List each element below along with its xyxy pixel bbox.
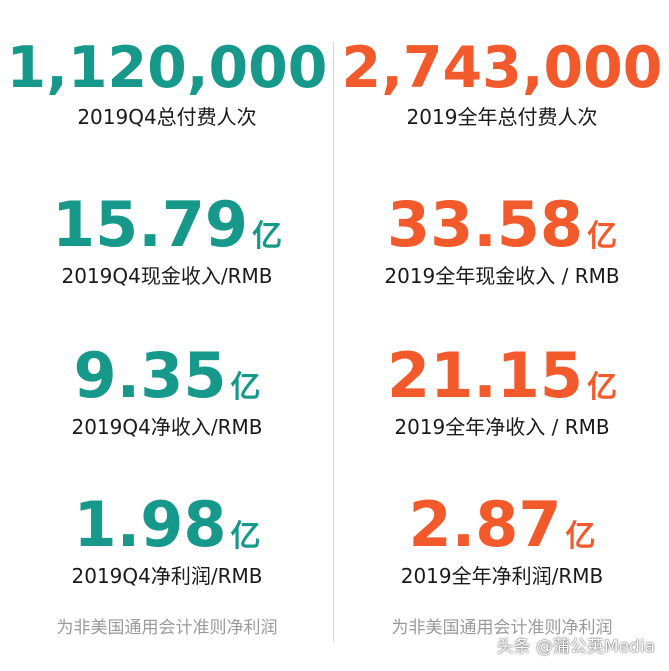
q4-net-profit-label: 2019Q4净利润/RMB <box>71 564 263 588</box>
q4-net-revenue-unit: 亿 <box>230 370 261 405</box>
q4-cash-revenue-value: 15.79 <box>51 188 249 261</box>
q4-cash-revenue-label: 2019Q4现金收入/RMB <box>61 264 273 288</box>
fy-cash-revenue-block: 33.58 亿 2019全年现金收入 / RMB <box>335 194 669 288</box>
right-column-full-year: 2,743,000 2019全年总付费人次 33.58 亿 2019全年现金收入 … <box>335 0 669 671</box>
q4-paying-users-label: 2019Q4总付费人次 <box>77 105 257 129</box>
fy-cash-revenue-label: 2019全年现金收入 / RMB <box>384 264 620 288</box>
q4-net-profit-value: 1.98 <box>73 488 227 561</box>
fy-cash-revenue-value: 33.58 <box>386 188 584 261</box>
fy-net-profit-label: 2019全年净利润/RMB <box>400 564 604 588</box>
fy-net-profit-number: 2.87 亿 <box>335 494 669 556</box>
fy-net-revenue-unit: 亿 <box>587 370 618 405</box>
q4-paying-users-block: 1,120,000 2019Q4总付费人次 <box>0 35 334 129</box>
q4-net-profit-number: 1.98 亿 <box>0 494 334 556</box>
q4-net-revenue-value: 9.35 <box>73 339 227 412</box>
q4-net-revenue-block: 9.35 亿 2019Q4净收入/RMB <box>0 345 334 439</box>
source-watermark: 头条 @蒲公英Media <box>496 637 655 657</box>
q4-paying-users-value: 1,120,000 <box>6 35 328 101</box>
fy-non-gaap-note: 为非美国通用会计准则净利润 <box>391 618 613 638</box>
column-divider <box>333 42 334 642</box>
fy-net-revenue-value: 21.15 <box>386 339 584 412</box>
fy-net-revenue-number: 21.15 亿 <box>335 345 669 407</box>
left-column-q4: 1,120,000 2019Q4总付费人次 15.79 亿 2019Q4现金收入/… <box>0 0 334 671</box>
q4-non-gaap-note: 为非美国通用会计准则净利润 <box>56 618 278 638</box>
q4-net-profit-unit: 亿 <box>230 519 261 554</box>
q4-cash-revenue-number: 15.79 亿 <box>0 194 334 256</box>
q4-net-revenue-number: 9.35 亿 <box>0 345 334 407</box>
fy-net-profit-value: 2.87 <box>408 488 562 561</box>
fy-net-profit-block: 2.87 亿 2019全年净利润/RMB <box>335 494 669 588</box>
fy-paying-users-label: 2019全年总付费人次 <box>406 105 598 129</box>
q4-cash-revenue-unit: 亿 <box>252 219 283 254</box>
fy-net-profit-unit: 亿 <box>565 519 596 554</box>
fy-paying-users-block: 2,743,000 2019全年总付费人次 <box>335 35 669 129</box>
fy-net-revenue-block: 21.15 亿 2019全年净收入 / RMB <box>335 345 669 439</box>
fy-net-revenue-label: 2019全年净收入 / RMB <box>394 415 610 439</box>
fy-cash-revenue-number: 33.58 亿 <box>335 194 669 256</box>
q4-net-revenue-label: 2019Q4净收入/RMB <box>71 415 263 439</box>
q4-cash-revenue-block: 15.79 亿 2019Q4现金收入/RMB <box>0 194 334 288</box>
fy-cash-revenue-unit: 亿 <box>587 219 618 254</box>
fy-paying-users-value: 2,743,000 <box>341 35 663 101</box>
q4-net-profit-block: 1.98 亿 2019Q4净利润/RMB <box>0 494 334 588</box>
